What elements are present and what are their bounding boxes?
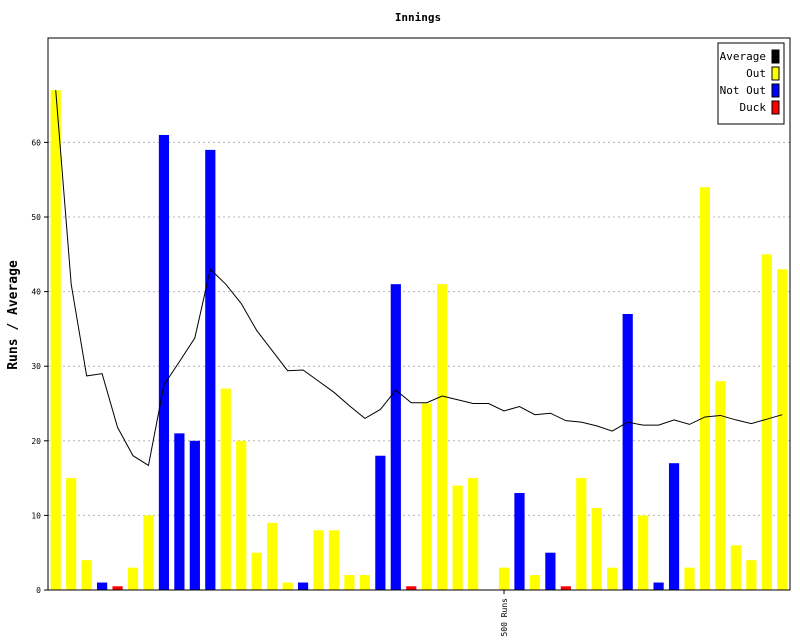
bar (437, 284, 448, 590)
bar (699, 187, 711, 590)
legend: Average Out Not Out Duck (717, 42, 785, 125)
bar (205, 149, 216, 590)
bar (468, 478, 479, 590)
bar (607, 567, 618, 590)
legend-swatch (771, 49, 780, 64)
bar (576, 478, 587, 590)
x-annotation-label: 500 Runs (500, 598, 509, 637)
bar (174, 433, 185, 590)
bar (97, 582, 108, 590)
bar (498, 567, 510, 590)
gridlines (48, 141, 790, 516)
bar (406, 586, 417, 590)
bar (267, 522, 278, 590)
x-axis-annotations: 500 Runs (500, 590, 509, 637)
bar (313, 530, 324, 590)
legend-label: Average (720, 50, 766, 63)
y-tick-label: 10 (31, 511, 41, 520)
bar (251, 552, 262, 590)
bar (344, 575, 355, 590)
legend-swatch (771, 100, 780, 115)
chart-title: Innings (395, 11, 441, 24)
y-tick-label: 60 (31, 138, 41, 147)
bar (50, 90, 61, 590)
legend-label: Duck (740, 101, 767, 114)
bar (236, 440, 247, 590)
bar (297, 582, 309, 590)
bar (158, 134, 170, 590)
bar (359, 575, 370, 590)
bar (761, 254, 772, 590)
bar (591, 507, 602, 590)
bar (684, 567, 695, 590)
bar (560, 586, 571, 590)
legend-label: Out (746, 67, 766, 80)
bar (746, 560, 757, 590)
bar (668, 463, 680, 590)
bar (715, 381, 726, 590)
bar (189, 440, 200, 590)
plot-frame (47, 37, 791, 591)
bar (328, 530, 340, 590)
bar (777, 269, 788, 590)
bar (545, 552, 556, 590)
bar (653, 582, 664, 590)
y-tick-label: 40 (31, 288, 41, 297)
bar (81, 560, 92, 590)
legend-label: Not Out (720, 84, 766, 97)
legend-swatch (771, 66, 780, 81)
bars (50, 90, 788, 590)
bar (66, 478, 77, 590)
bar (127, 567, 139, 590)
bar (421, 403, 432, 590)
bar (622, 314, 633, 590)
bar (220, 388, 231, 590)
legend-swatch (771, 83, 780, 98)
bar (143, 515, 154, 590)
bar (390, 284, 401, 590)
y-tick-label: 0 (36, 586, 41, 595)
y-axis-ticks: 0 10 20 30 40 50 60 (31, 138, 48, 595)
y-tick-label: 50 (31, 213, 41, 222)
average-line (55, 90, 783, 467)
bar (112, 586, 123, 590)
y-tick-label: 30 (31, 362, 41, 371)
bar (282, 582, 293, 590)
bar (452, 485, 463, 590)
bar (638, 515, 649, 590)
average-polyline (55, 90, 783, 467)
y-axis-label: Runs / Average (6, 260, 21, 370)
bar (375, 455, 386, 590)
bar (514, 493, 525, 590)
bar (730, 545, 741, 590)
bar (529, 575, 541, 590)
y-tick-label: 20 (31, 437, 41, 446)
